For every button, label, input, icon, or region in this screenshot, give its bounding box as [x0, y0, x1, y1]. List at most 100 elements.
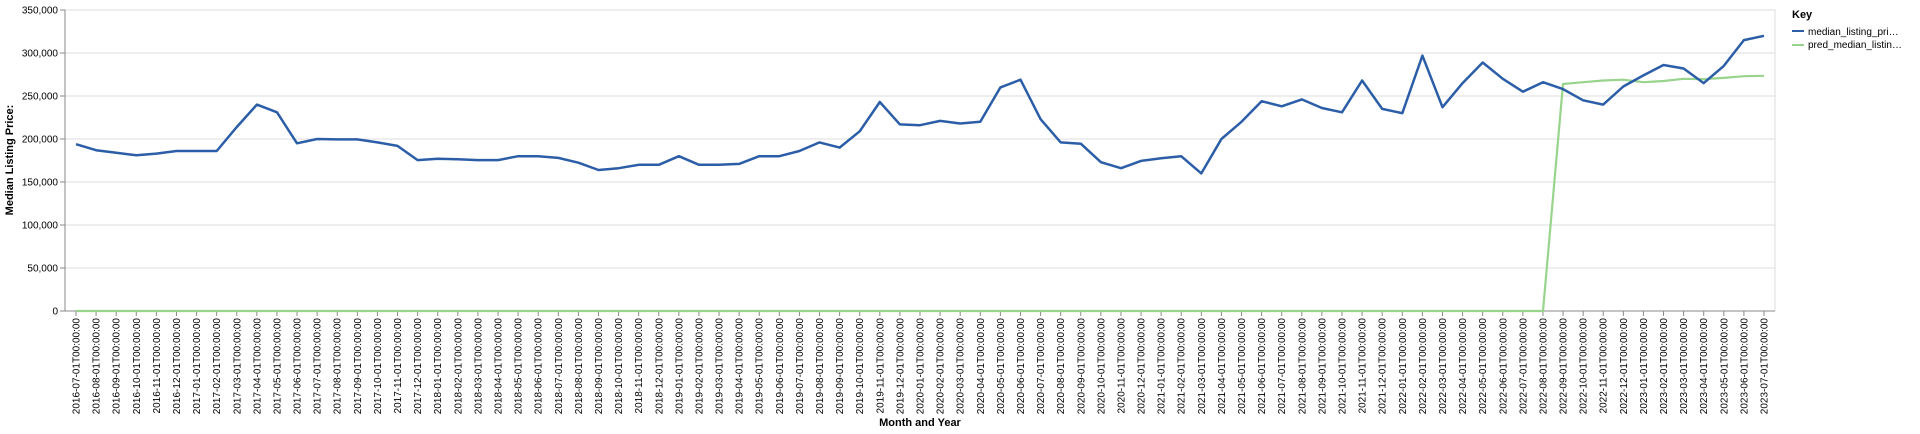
- x-tick-label: 2018-01-01T00:00:00: [433, 318, 444, 415]
- plot-frame: [64, 9, 1776, 312]
- x-tick-label: 2018-02-01T00:00:00: [453, 318, 464, 415]
- x-tick-label: 2019-11-01T00:00:00: [875, 318, 886, 414]
- x-tick-label: 2022-06-01T00:00:00: [1498, 318, 1509, 415]
- x-tick-label: 2016-12-01T00:00:00: [172, 318, 183, 415]
- x-tick-label: 2018-03-01T00:00:00: [473, 318, 484, 415]
- y-axis-title: Median Listing Price:: [4, 105, 16, 216]
- x-tick-label: 2020-04-01T00:00:00: [976, 318, 987, 415]
- x-tick-label: 2021-03-01T00:00:00: [1197, 318, 1208, 415]
- x-tick-label: 2022-03-01T00:00:00: [1438, 318, 1449, 415]
- x-tick-label: 2021-02-01T00:00:00: [1177, 318, 1188, 415]
- x-tick-label: 2017-08-01T00:00:00: [333, 318, 344, 415]
- x-axis-title: Month and Year: [879, 417, 961, 429]
- x-tick-label: 2019-05-01T00:00:00: [755, 318, 766, 415]
- x-tick-label: 2020-02-01T00:00:00: [936, 318, 947, 415]
- y-tick-label: 50,000: [27, 264, 58, 275]
- x-tick-label: 2019-08-01T00:00:00: [815, 318, 826, 415]
- x-tick-label: 2022-04-01T00:00:00: [1458, 318, 1469, 415]
- x-tick-label: 2016-09-01T00:00:00: [112, 318, 123, 415]
- x-tick-label: 2019-06-01T00:00:00: [775, 318, 786, 415]
- x-tick-label: 2019-04-01T00:00:00: [735, 318, 746, 415]
- series-line-median-listing-price: [75, 34, 1765, 175]
- x-tick-label: 2017-07-01T00:00:00: [313, 318, 324, 415]
- gridlines: [64, 9, 1776, 312]
- x-tick-label: 2017-03-01T00:00:00: [232, 318, 243, 415]
- x-tick-label: 2018-09-01T00:00:00: [594, 318, 605, 415]
- x-tick-label: 2018-10-01T00:00:00: [614, 318, 625, 415]
- x-tick-label: 2017-05-01T00:00:00: [272, 318, 283, 415]
- x-tick-label: 2022-10-01T00:00:00: [1579, 318, 1590, 415]
- x-tick-label: 2017-01-01T00:00:00: [192, 318, 203, 415]
- x-tick-label: 2016-07-01T00:00:00: [72, 318, 83, 415]
- x-tick-label: 2023-03-01T00:00:00: [1679, 318, 1690, 415]
- x-tick-label: 2023-05-01T00:00:00: [1719, 318, 1730, 415]
- x-tick-label: 2023-06-01T00:00:00: [1739, 318, 1750, 415]
- x-tick-label: 2020-11-01T00:00:00: [1116, 318, 1127, 414]
- x-tick-label: 2022-08-01T00:00:00: [1538, 318, 1549, 415]
- legend-label-median: median_listing_pri…: [1808, 27, 1899, 38]
- series-line-pred-median-listing-price: [76, 74, 1765, 313]
- x-tick-label: 2019-09-01T00:00:00: [835, 318, 846, 415]
- legend-title: Key: [1792, 9, 1813, 21]
- x-tick-label: 2018-07-01T00:00:00: [554, 318, 565, 415]
- x-tick-label: 2022-11-01T00:00:00: [1599, 318, 1610, 414]
- y-tick-label: 300,000: [22, 49, 59, 60]
- x-tick-label: 2021-06-01T00:00:00: [1257, 318, 1268, 415]
- x-tick-label: 2017-11-01T00:00:00: [393, 318, 404, 414]
- series-lines: [75, 34, 1765, 313]
- x-tick-label: 2020-07-01T00:00:00: [1036, 318, 1047, 415]
- x-tick-label: 2021-07-01T00:00:00: [1277, 318, 1288, 415]
- x-tick-label: 2023-07-01T00:00:00: [1760, 318, 1771, 415]
- y-tick-label: 200,000: [22, 135, 59, 146]
- x-tick-label: 2018-06-01T00:00:00: [534, 318, 545, 415]
- x-tick-label: 2020-10-01T00:00:00: [1096, 318, 1107, 415]
- x-tick-label: 2020-05-01T00:00:00: [996, 318, 1007, 415]
- legend-label-pred: pred_median_listin…: [1808, 40, 1902, 51]
- x-tick-label: 2017-10-01T00:00:00: [373, 318, 384, 415]
- x-tick-label: 2017-12-01T00:00:00: [413, 318, 424, 415]
- x-tick-label: 2019-02-01T00:00:00: [694, 318, 705, 415]
- x-tick-label: 2020-09-01T00:00:00: [1076, 318, 1087, 415]
- x-tick-label: 2022-07-01T00:00:00: [1518, 318, 1529, 415]
- x-tick-label: 2019-07-01T00:00:00: [795, 318, 806, 415]
- x-tick-label: 2021-04-01T00:00:00: [1217, 318, 1228, 415]
- x-tick-label: 2018-12-01T00:00:00: [654, 318, 665, 415]
- y-tick-label: 100,000: [22, 221, 59, 232]
- x-tick-label: 2021-09-01T00:00:00: [1317, 318, 1328, 415]
- x-tick-label: 2019-12-01T00:00:00: [895, 318, 906, 415]
- legend: Key median_listing_pri… pred_median_list…: [1792, 9, 1902, 51]
- x-tick-label: 2016-11-01T00:00:00: [152, 318, 163, 414]
- y-axis: 0 50,000 100,000 150,000 200,000 250,000 300,0…: [22, 6, 66, 318]
- x-tick-label: 2023-02-01T00:00:00: [1659, 318, 1670, 415]
- y-tick-label: 150,000: [22, 178, 59, 189]
- x-tick-label: 2016-08-01T00:00:00: [92, 318, 103, 415]
- x-tick-label: 2022-12-01T00:00:00: [1619, 318, 1630, 415]
- x-tick-label: 2017-09-01T00:00:00: [353, 318, 364, 415]
- y-tick-label: 0: [52, 307, 58, 318]
- x-tick-label: 2021-11-01T00:00:00: [1358, 318, 1369, 414]
- x-tick-label: 2020-06-01T00:00:00: [1016, 318, 1027, 415]
- x-tick-label: 2017-04-01T00:00:00: [252, 318, 263, 415]
- x-tick-label: 2022-05-01T00:00:00: [1478, 318, 1489, 415]
- x-tick-label: 2021-10-01T00:00:00: [1338, 318, 1349, 415]
- x-tick-label: 2018-04-01T00:00:00: [494, 318, 505, 415]
- x-tick-label: 2019-03-01T00:00:00: [715, 318, 726, 415]
- x-tick-label: 2021-01-01T00:00:00: [1157, 318, 1168, 415]
- y-tick-label: 350,000: [22, 6, 59, 17]
- x-tick-label: 2022-09-01T00:00:00: [1559, 318, 1570, 415]
- x-tick-label: 2023-01-01T00:00:00: [1639, 318, 1650, 415]
- x-tick-label: 2021-08-01T00:00:00: [1297, 318, 1308, 415]
- x-tick-label: 2018-05-01T00:00:00: [514, 318, 525, 415]
- x-tick-label: 2017-02-01T00:00:00: [212, 318, 223, 415]
- x-tick-label: 2018-11-01T00:00:00: [634, 318, 645, 414]
- x-axis: 2016-07-01T00:00:00 2016-08-01T00:00:00 20…: [65, 310, 1775, 415]
- x-tick-label: 2023-04-01T00:00:00: [1699, 318, 1710, 415]
- x-tick-label: 2019-01-01T00:00:00: [674, 318, 685, 415]
- x-tick-label: 2016-10-01T00:00:00: [132, 318, 143, 415]
- x-tick-label: 2017-06-01T00:00:00: [293, 318, 304, 415]
- x-tick-label: 2020-03-01T00:00:00: [956, 318, 967, 415]
- x-tick-label: 2019-10-01T00:00:00: [855, 318, 866, 415]
- x-tick-label: 2020-01-01T00:00:00: [916, 318, 927, 415]
- x-tick-label: 2018-08-01T00:00:00: [574, 318, 585, 415]
